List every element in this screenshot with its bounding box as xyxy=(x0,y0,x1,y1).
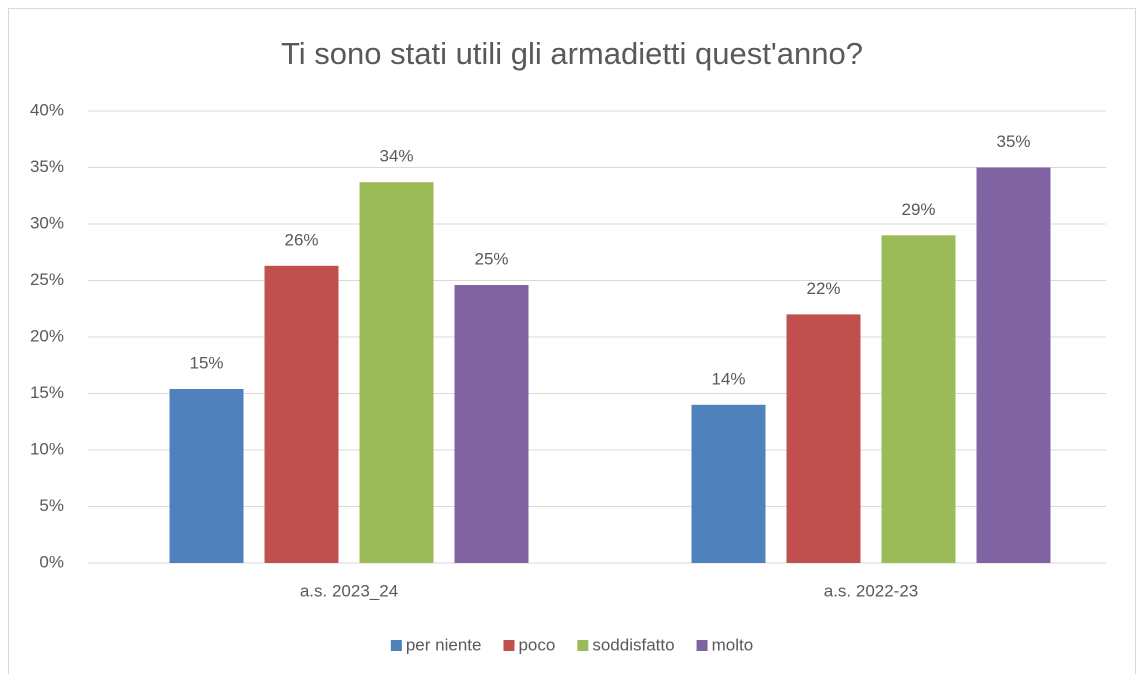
value-label: 34% xyxy=(379,147,413,166)
bar xyxy=(786,314,861,563)
legend-swatch xyxy=(577,640,589,651)
value-label: 25% xyxy=(474,250,508,269)
bar xyxy=(169,388,244,563)
value-label: 22% xyxy=(806,279,840,298)
value-label: 15% xyxy=(189,353,223,372)
value-label: 26% xyxy=(284,230,318,249)
y-tick-label: 30% xyxy=(30,213,64,232)
bar xyxy=(264,265,339,563)
legend-swatch xyxy=(390,640,402,651)
x-tick-label: a.s. 2022-23 xyxy=(824,581,919,600)
y-tick-label: 20% xyxy=(30,326,64,345)
bar xyxy=(359,182,434,563)
legend-label: poco xyxy=(518,635,555,654)
bar xyxy=(976,167,1051,563)
legend-label: molto xyxy=(712,635,754,654)
y-tick-label: 5% xyxy=(39,496,64,515)
y-tick-label: 15% xyxy=(30,383,64,402)
legend-label: per niente xyxy=(406,635,482,654)
y-tick-label: 25% xyxy=(30,270,64,289)
legend-label: soddisfatto xyxy=(592,635,674,654)
legend-swatch xyxy=(696,640,708,651)
bar xyxy=(454,285,529,563)
value-label: 14% xyxy=(711,369,745,388)
legend-swatch xyxy=(503,640,515,651)
y-tick-label: 0% xyxy=(39,552,64,571)
chart-title: Ti sono stati utili gli armadietti quest… xyxy=(281,36,863,71)
y-tick-label: 10% xyxy=(30,439,64,458)
value-label: 29% xyxy=(901,200,935,219)
bar xyxy=(881,235,956,564)
y-tick-label: 40% xyxy=(30,100,64,119)
x-tick-label: a.s. 2023_24 xyxy=(300,581,398,600)
bar xyxy=(691,404,766,563)
value-label: 35% xyxy=(996,132,1030,151)
chart-frame xyxy=(8,8,1136,674)
y-tick-label: 35% xyxy=(30,157,64,176)
